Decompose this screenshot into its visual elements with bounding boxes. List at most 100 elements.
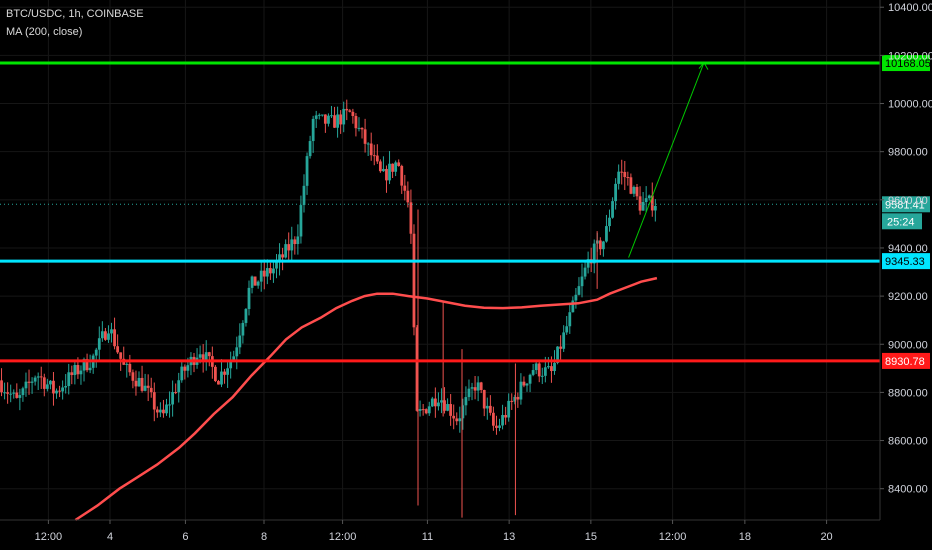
candle-body: [296, 236, 300, 245]
candle-body: [577, 286, 581, 295]
level-price-label: 9345.33: [885, 256, 925, 268]
time-tick-label: 20: [820, 531, 832, 543]
candle-body: [336, 114, 339, 128]
candle-body: [207, 352, 211, 357]
candle-body: [418, 409, 422, 411]
candle-body: [30, 381, 34, 383]
candle-body: [415, 327, 419, 411]
candle-body: [598, 240, 602, 250]
candle-body: [501, 415, 504, 426]
candle-body: [608, 217, 611, 227]
candle-body: [76, 365, 80, 375]
candle-body: [64, 386, 68, 388]
candle-body: [446, 404, 449, 411]
candle-body: [461, 405, 465, 419]
price-tick-label: 9000.00: [888, 339, 928, 351]
candle-body: [204, 352, 208, 362]
candle-body: [281, 254, 285, 258]
candle-body: [323, 114, 327, 124]
time-tick-label: 12:00: [329, 531, 357, 543]
candle-body: [629, 177, 633, 194]
candle-body: [550, 366, 553, 372]
candle-body: [311, 118, 315, 142]
candle-body: [238, 335, 242, 348]
candle-body: [412, 233, 416, 328]
candle-body: [235, 347, 239, 357]
last-price-label: 9581.41: [885, 199, 925, 211]
candle-body: [0, 380, 3, 393]
candle-body: [302, 185, 306, 206]
symbol-legend[interactable]: BTC/USDC, 1h, COINBASE: [6, 8, 144, 20]
candle-body: [458, 418, 462, 422]
last-price-tag: [882, 196, 930, 213]
candle-body: [562, 332, 566, 349]
candle-body: [583, 267, 587, 277]
candle-body: [635, 186, 639, 197]
candle-body: [256, 281, 260, 286]
time-tick-label: 11: [422, 531, 433, 543]
candle-body: [467, 388, 471, 398]
candle-body: [171, 392, 175, 405]
candle-body: [155, 409, 159, 413]
candle-body: [498, 425, 501, 428]
candle-body: [110, 329, 113, 334]
candle-body: [152, 392, 156, 410]
candle-body: [378, 161, 382, 172]
price-tick-label: 8600.00: [888, 436, 928, 448]
candle-body: [241, 322, 245, 336]
candle-body: [55, 390, 58, 394]
price-axis[interactable]: 8400.00 8600.00 8800.00 9000.00 9200.00 9400.…: [879, 0, 932, 520]
candle-body: [543, 367, 547, 376]
candle-body: [568, 312, 572, 327]
candle-body: [488, 405, 492, 413]
candle-body: [45, 384, 49, 389]
candle-body: [119, 352, 123, 359]
candle-body: [623, 172, 627, 178]
candle-body: [58, 390, 61, 392]
candle-body: [614, 183, 618, 202]
candle-body: [33, 377, 37, 382]
candle-body: [565, 326, 569, 333]
time-tick-label: 4: [107, 531, 113, 543]
time-axis[interactable]: 12:00 4 6 8 12:00 11 13 15 12:00 18 20: [0, 519, 880, 543]
candle-body: [143, 385, 147, 391]
candle-body: [345, 108, 349, 111]
price-tick-label: 9600.00: [888, 195, 928, 207]
candle-body: [100, 331, 104, 339]
indicator-legend[interactable]: MA (200, close): [6, 26, 83, 38]
candle-body: [229, 360, 233, 369]
candle-body: [437, 402, 440, 407]
candle-body: [165, 404, 168, 414]
candle-body: [265, 268, 269, 277]
candle-body: [320, 114, 324, 116]
candle-body: [531, 370, 535, 375]
candle-body: [476, 382, 480, 391]
candle-body: [97, 338, 101, 350]
candle-body: [424, 409, 428, 414]
candle-body: [217, 381, 220, 385]
candle-body: [375, 155, 379, 162]
candle-body: [339, 114, 343, 125]
candle-body: [82, 359, 86, 371]
price-tick-label: 9200.00: [888, 291, 928, 303]
candle-body: [125, 363, 129, 365]
candle-body: [571, 300, 575, 313]
candle-body: [504, 415, 508, 418]
candle-body: [559, 346, 563, 349]
candle-body: [272, 268, 275, 274]
candle-body: [479, 382, 483, 391]
candle-body: [382, 168, 385, 172]
candle-body: [85, 359, 89, 371]
candle-body: [391, 163, 394, 172]
candle-body: [351, 111, 355, 117]
candle-body: [528, 374, 532, 384]
candle-body: [278, 254, 281, 263]
candle-body: [592, 243, 596, 264]
candle-body: [67, 372, 71, 387]
candle-body: [647, 195, 651, 199]
candle-body: [104, 331, 107, 340]
candle-body: [177, 380, 181, 393]
